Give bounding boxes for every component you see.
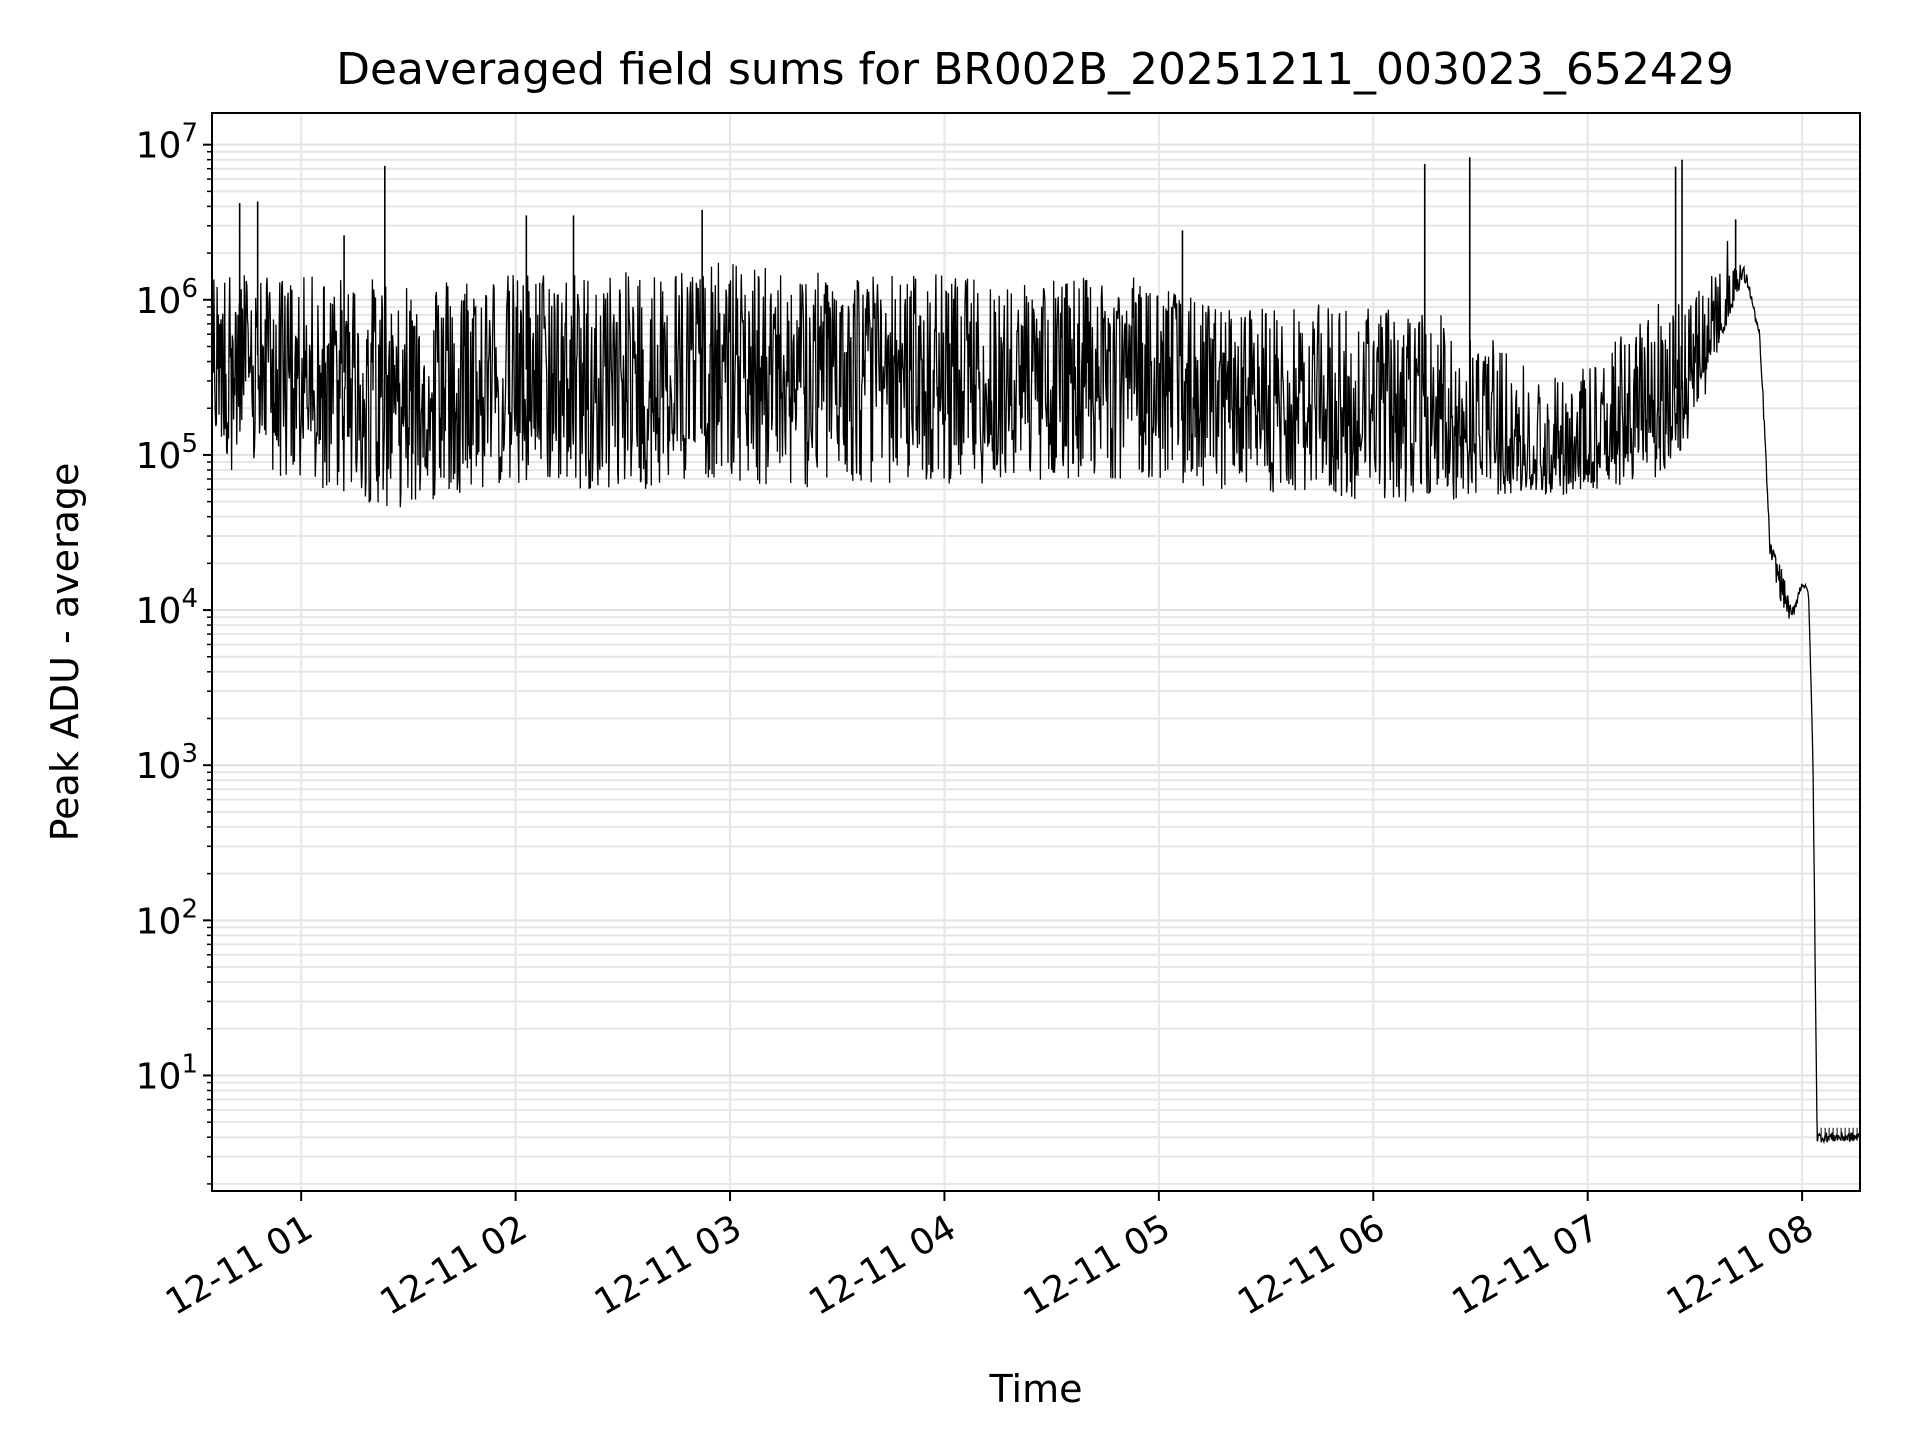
y-tick-label: 103: [136, 739, 198, 787]
series-line: [211, 240, 1861, 1145]
y-tick-label: 107: [136, 119, 198, 167]
y-tick-label: 101: [136, 1049, 198, 1097]
y-tick-label: 105: [136, 429, 198, 477]
x-axis-label: Time: [989, 1367, 1083, 1411]
grid: [212, 113, 1860, 1191]
y-tick-label: 104: [136, 584, 198, 632]
y-axis-label: Peak ADU - average: [43, 463, 87, 842]
series-layer: [211, 157, 1861, 1145]
chart-title: Deaveraged field sums for BR002B_2025121…: [336, 44, 1734, 95]
y-tick-label: 106: [136, 274, 198, 322]
plot-frame: [211, 112, 1861, 1192]
y-tick-label: 102: [136, 894, 198, 942]
y-axis: 101 102 103 104 105 106 107: [136, 119, 212, 1185]
